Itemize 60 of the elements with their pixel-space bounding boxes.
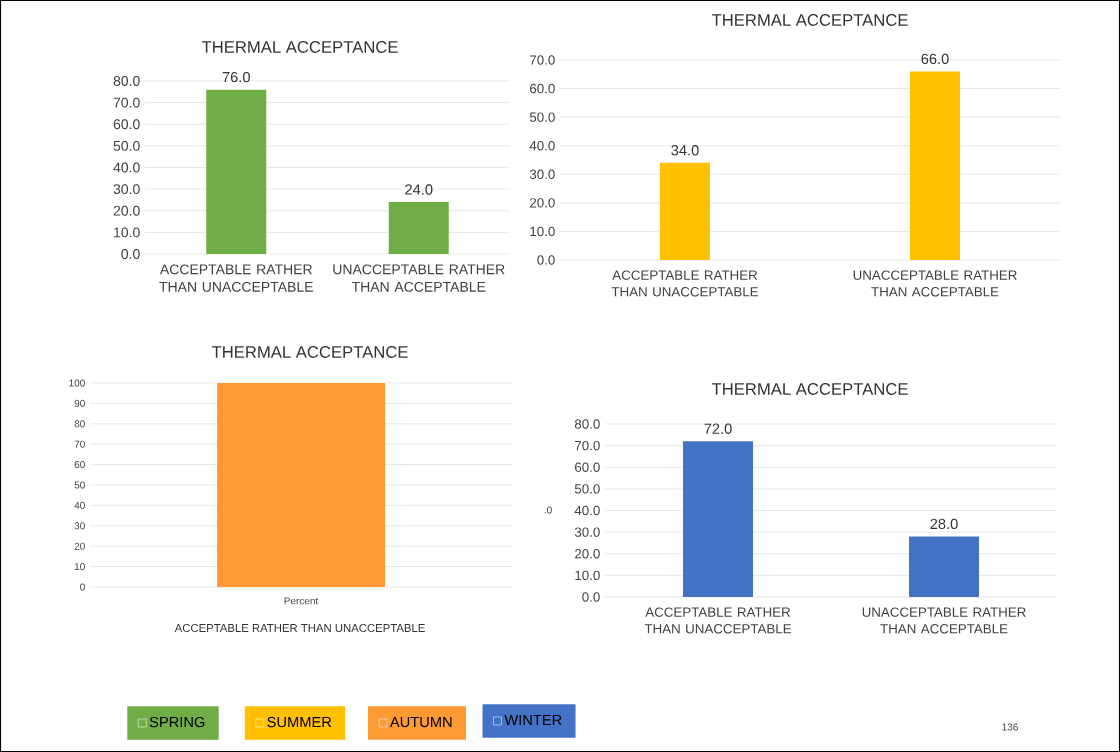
y-tick-label: 30.0 [529,169,555,179]
y-tick-label: 50.0 [529,112,555,122]
y-tick-label: 30.0 [574,527,600,537]
y-tick-label: 40.0 [529,140,555,151]
y-tick-label: 20 [74,542,85,550]
y-tick-label: 70 [74,440,85,448]
y-tick-label: 10.0 [530,226,555,237]
y-tick-label: 40.0 [574,505,600,516]
x-tick-label: UNACCEPTABLE RATHER THAN ACCEPTABLE [853,270,1017,297]
y-tick-label: 70.0 [113,97,140,108]
data-label: 34.0 [671,145,699,156]
y-tick-label: 0.0 [537,255,555,265]
legend-label: WINTER [504,714,562,726]
chart-title: THERMAL ACCEPTANCE [711,383,908,395]
data-label: 24.0 [405,184,433,195]
y-tick-label: 40.0 [113,162,140,173]
text: 136 [1002,723,1018,731]
y-tick-label: 50 [74,481,85,489]
text: .0 [544,506,552,514]
y-tick-label: 60 [74,461,85,469]
data-label: 66.0 [921,53,949,65]
data-label: 76.0 [222,71,250,83]
legend-label: AUTUMN [389,716,452,728]
x-tick-label: UNACCEPTABLE RATHER THAN ACCEPTABLE [862,607,1026,634]
chart-title: THERMAL ACCEPTANCE [201,41,398,53]
y-tick-label: 80 [74,420,85,428]
y-tick-label: 70.0 [575,440,600,451]
y-tick-label: 60.0 [113,119,140,130]
y-tick-label: 90 [74,399,85,407]
legend-label: SPRING [149,716,205,728]
y-tick-label: 40 [74,501,85,509]
y-tick-label: 60.0 [575,462,600,472]
y-tick-label: 100 [69,379,85,387]
legend-label: SUMMER [267,716,332,728]
x-tick-label: ACCEPTABLE RATHER THAN UNACCEPTABLE [644,607,792,634]
data-label: 72.0 [704,423,732,434]
y-tick-label: 20.0 [575,549,600,559]
y-tick-label: 0.0 [582,592,600,602]
y-tick-label: 30 [74,522,85,530]
y-tick-label: 30.0 [113,184,140,195]
x-tick-label: Percent [284,597,319,605]
x-tick-label: UNACCEPTABLE RATHER THAN ACCEPTABLE [333,264,505,292]
y-tick-label: 10.0 [114,227,140,238]
y-tick-label: 80.0 [574,419,600,429]
y-tick-label: 80.0 [113,76,140,86]
chart-title: THERMAL ACCEPTANCE [711,14,908,26]
y-tick-label: 10 [74,563,85,571]
x-tick-label: ACCEPTABLE RATHER THAN UNACCEPTABLE [611,270,759,297]
chart-title: THERMAL ACCEPTANCE [211,346,408,358]
y-tick-label: 70.0 [530,55,555,65]
y-tick-label: 20.0 [530,198,555,208]
data-label: 28.0 [930,518,958,530]
y-tick-label: 20.0 [113,205,140,216]
y-tick-label: 60.0 [530,83,555,94]
y-tick-label: 50.0 [113,140,140,151]
x-tick-label: ACCEPTABLE RATHER THAN UNACCEPTABLE [159,264,313,292]
y-tick-label: 0.0 [121,249,140,259]
y-tick-label: 0 [80,583,85,591]
y-tick-label: 50.0 [574,484,600,494]
y-tick-label: 10.0 [575,570,600,581]
